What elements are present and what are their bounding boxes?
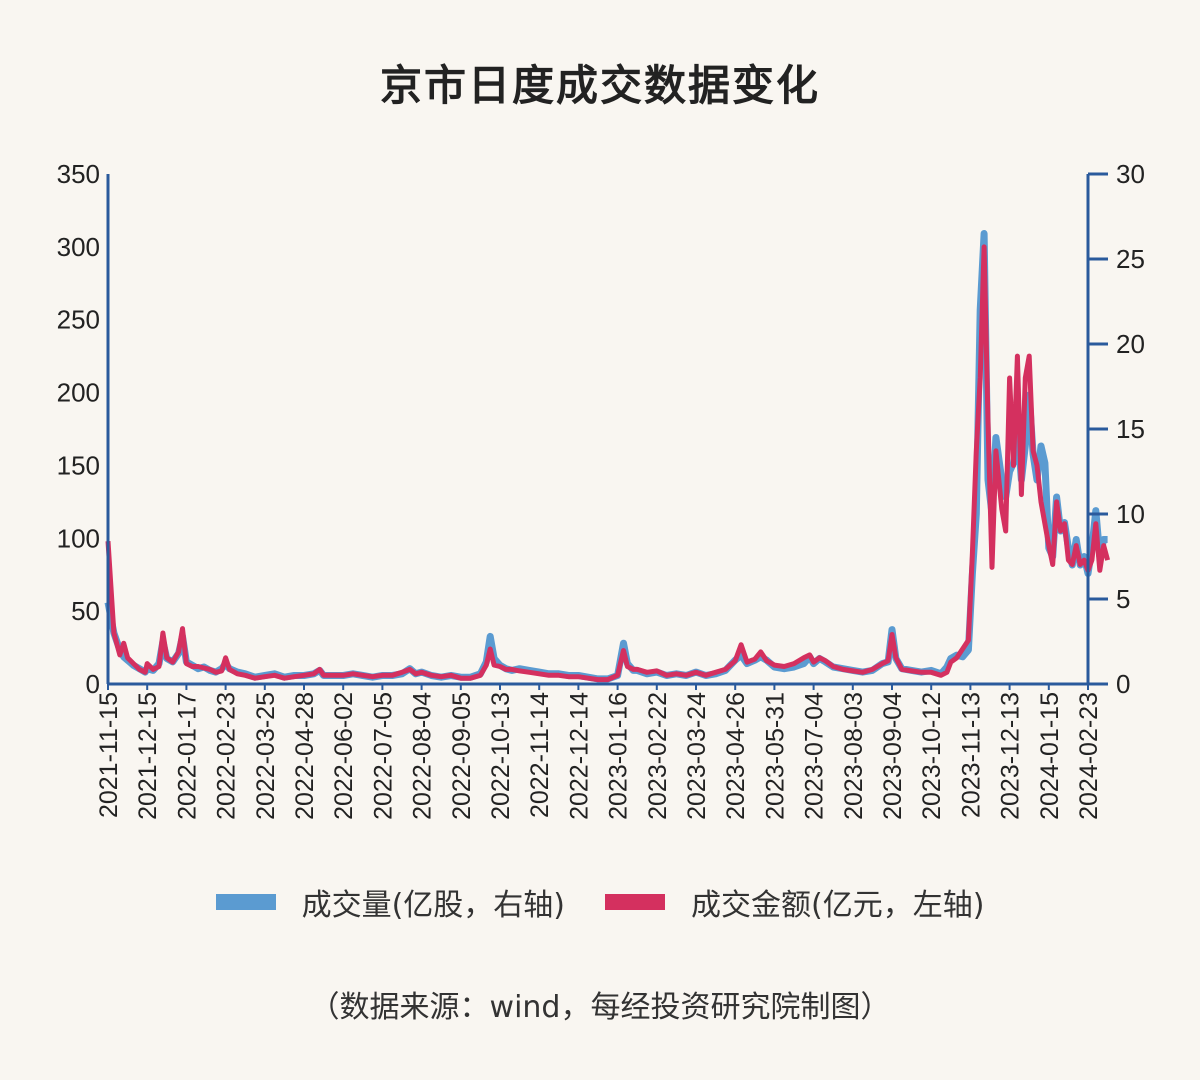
- x-tick-label: 2022-09-05: [448, 692, 476, 820]
- x-tick-label: 2022-12-14: [565, 692, 593, 820]
- x-tick-label: 2023-04-26: [722, 692, 750, 820]
- x-tick-label: 2024-01-15: [1036, 692, 1064, 820]
- y-left-tick-label: 150: [57, 450, 100, 480]
- source-note: （数据来源：wind，每经投资研究院制图）: [309, 990, 891, 1025]
- legend-label-amount: 成交金额(亿元，左轴): [691, 888, 985, 923]
- legend-label-volume: 成交量(亿股，右轴): [301, 888, 565, 923]
- x-tick-label: 2022-04-28: [291, 692, 319, 820]
- x-tick-label: 2023-10-12: [918, 692, 946, 820]
- x-tick-label: 2022-01-17: [173, 692, 201, 820]
- y-right-tick-label: 25: [1116, 244, 1145, 274]
- y-right-tick-label: 20: [1116, 329, 1145, 359]
- x-tick-label: 2022-02-23: [213, 692, 241, 820]
- y-left-tick-label: 0: [86, 669, 100, 699]
- x-tick-label: 2023-12-13: [997, 692, 1025, 820]
- x-tick-label: 2022-11-14: [526, 692, 554, 818]
- series-line-volume: [104, 230, 1108, 683]
- y-right-tick-label: 0: [1116, 669, 1130, 699]
- legend: 成交量(亿股，右轴) 成交金额(亿元，左轴): [0, 880, 1200, 924]
- x-tick-label: 2023-05-31: [761, 692, 789, 820]
- y-left-tick-label: 50: [71, 596, 100, 626]
- series-layer: [104, 230, 1111, 683]
- y-left-tick-label: 200: [57, 378, 100, 408]
- legend-swatch-amount: [605, 894, 665, 910]
- x-tick-label: 2023-01-16: [605, 692, 633, 820]
- x-tick-label: 2023-08-03: [840, 692, 868, 820]
- y-right-tick-label: 30: [1116, 159, 1145, 189]
- legend-item-volume: 成交量(亿股，右轴): [215, 880, 565, 924]
- x-tick-label: 2023-02-22: [644, 692, 672, 820]
- x-tick-label: 2022-07-05: [369, 692, 397, 820]
- y-left-tick-label: 100: [57, 523, 100, 553]
- axis-layer: 0 50 100 150 200 250 300 350 0 5 10 15 20 25 30 2021-11…: [57, 159, 1145, 820]
- x-tick-label: 2022-08-04: [409, 692, 437, 820]
- y-left-tick-label: 300: [57, 232, 100, 262]
- legend-swatch-volume: [215, 894, 276, 910]
- x-tick-label: 2021-11-15: [95, 692, 123, 818]
- x-tick-label: 2024-02-23: [1075, 692, 1103, 820]
- chart-svg: 0 50 100 150 200 250 300 350 0 5 10 15 20 25 30 2021-11…: [57, 159, 1145, 820]
- x-tick-label: 2023-09-04: [879, 692, 907, 820]
- x-tick-label: 2023-03-24: [683, 692, 711, 820]
- legend-item-amount: 成交金额(亿元，左轴): [605, 880, 984, 924]
- y-right-tick-label: 5: [1116, 584, 1130, 614]
- x-tick-label: 2022-06-02: [330, 692, 358, 820]
- y-left-tick-label: 250: [57, 305, 100, 335]
- y-left-tick-label: 350: [57, 159, 100, 189]
- y-right-tick-label: 15: [1116, 414, 1145, 444]
- y-right-tick-label: 10: [1116, 499, 1145, 529]
- x-tick-label: 2022-03-25: [252, 692, 280, 820]
- series-line-amount: [105, 244, 1111, 683]
- chart-title: 京市日度成交数据变化: [379, 61, 820, 110]
- x-tick-label: 2023-07-04: [801, 692, 829, 820]
- x-tick-label: 2023-11-13: [957, 692, 985, 818]
- x-tick-label: 2022-10-13: [487, 692, 515, 820]
- x-tick-label: 2021-12-15: [134, 692, 162, 820]
